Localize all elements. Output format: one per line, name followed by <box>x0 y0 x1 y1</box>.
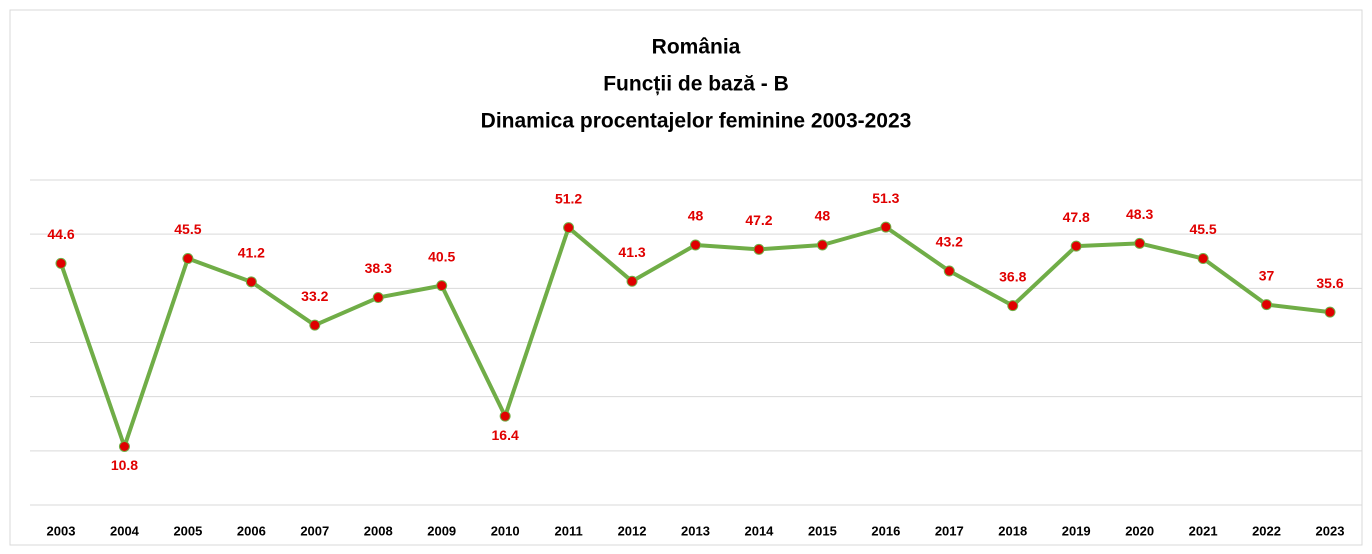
x-tick-label: 2022 <box>1252 523 1281 538</box>
chart-subtitle: Funcții de bază - B <box>603 73 789 96</box>
data-label: 51.2 <box>555 190 582 206</box>
point-marker <box>753 243 765 255</box>
data-label: 45.5 <box>174 221 201 237</box>
point-marker <box>436 280 448 292</box>
x-tick-label: 2013 <box>681 523 710 538</box>
data-label: 48 <box>688 208 704 224</box>
x-tick-label: 2003 <box>47 523 76 538</box>
point-marker <box>1324 306 1336 318</box>
data-label: 47.8 <box>1063 209 1090 225</box>
x-tick-label: 2017 <box>935 523 964 538</box>
point-marker <box>1197 253 1209 265</box>
point-marker <box>816 239 828 251</box>
point-marker <box>372 292 384 304</box>
x-tick-label: 2020 <box>1125 523 1154 538</box>
point-marker <box>690 239 701 251</box>
x-tick-label: 2005 <box>173 523 202 538</box>
x-tick-label: 2011 <box>554 523 582 538</box>
point-marker <box>309 319 321 331</box>
point-marker <box>499 410 511 422</box>
x-tick-label: 2018 <box>998 523 1027 538</box>
x-tick-label: 2007 <box>300 523 329 538</box>
point-marker <box>1261 299 1273 311</box>
point-marker <box>1070 240 1082 252</box>
data-label: 38.3 <box>365 260 392 276</box>
data-label: 40.5 <box>428 248 455 264</box>
data-label: 45.5 <box>1189 221 1216 237</box>
point-marker <box>182 253 194 265</box>
data-label: 43.2 <box>936 234 963 250</box>
x-tick-label: 2019 <box>1062 523 1091 538</box>
data-label: 10.8 <box>111 457 138 473</box>
data-label: 33.2 <box>301 288 328 304</box>
x-tick-label: 2012 <box>618 523 647 538</box>
x-tick-label: 2006 <box>237 523 266 538</box>
data-label: 47.2 <box>745 212 772 228</box>
point-marker <box>626 275 638 287</box>
x-tick-label: 2014 <box>744 523 774 538</box>
data-label: 16.4 <box>492 427 519 443</box>
data-label: 51.3 <box>872 190 899 206</box>
chart-title: România <box>652 36 741 59</box>
x-tick-label: 2023 <box>1316 523 1345 538</box>
data-label: 35.6 <box>1316 275 1343 291</box>
x-tick-label: 2015 <box>808 523 837 538</box>
point-marker <box>1134 237 1146 249</box>
data-label: 48.3 <box>1126 206 1153 222</box>
chart-subtitle: Dinamica procentajelor feminine 2003-202… <box>481 110 912 133</box>
data-label: 44.6 <box>47 226 74 242</box>
point-marker <box>245 276 257 288</box>
x-tick-label: 2010 <box>491 523 520 538</box>
x-tick-label: 2004 <box>110 523 140 538</box>
point-marker <box>563 222 575 234</box>
data-label: 41.2 <box>238 245 265 261</box>
data-label: 36.8 <box>999 268 1026 284</box>
x-tick-label: 2008 <box>364 523 393 538</box>
x-tick-label: 2021 <box>1189 523 1218 538</box>
point-marker <box>943 265 955 277</box>
data-label: 37 <box>1259 267 1275 283</box>
x-tick-label: 2016 <box>871 523 900 538</box>
point-marker <box>118 441 130 452</box>
point-marker <box>1007 300 1019 312</box>
data-label: 48 <box>815 208 831 224</box>
point-marker <box>55 257 67 269</box>
x-tick-label: 2009 <box>427 523 456 538</box>
data-label: 41.3 <box>618 244 645 260</box>
point-marker <box>880 221 892 233</box>
